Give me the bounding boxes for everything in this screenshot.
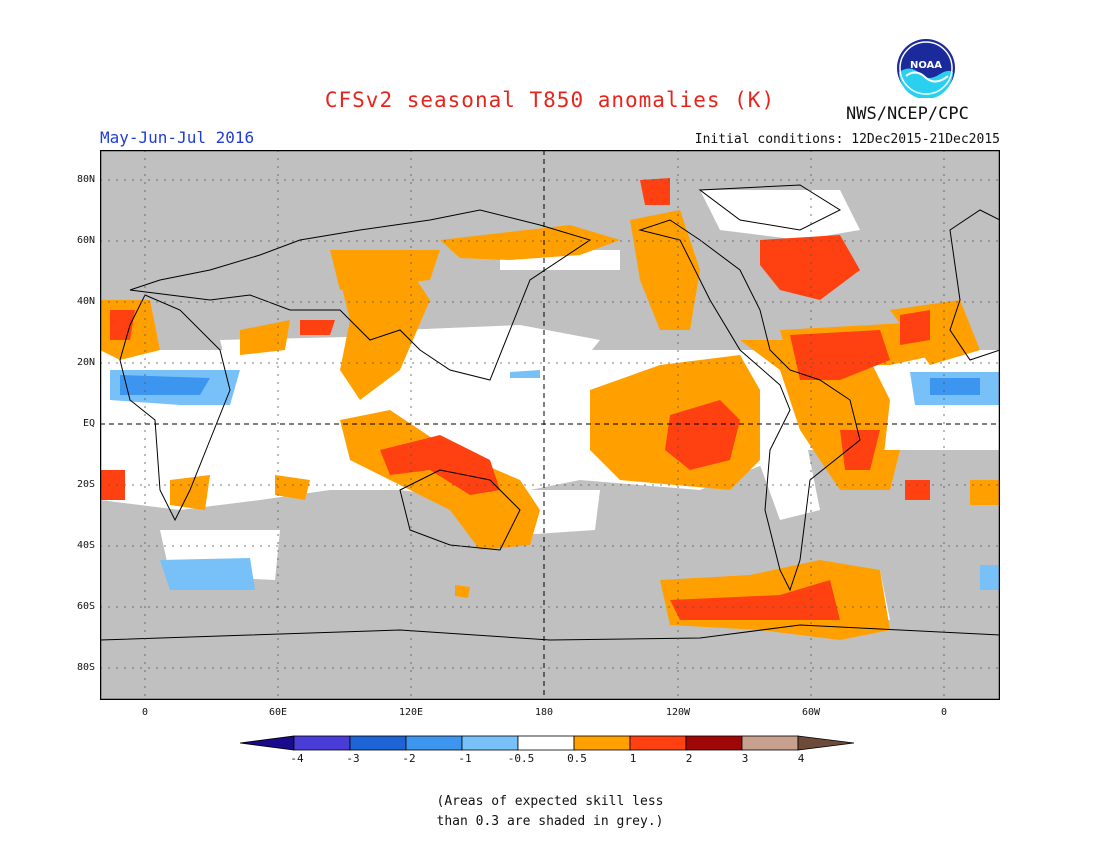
equator-dateline (100, 150, 1000, 700)
lat-label: 40S (76, 540, 95, 551)
logo-text: NOAA (910, 60, 942, 71)
lon-label: 0 (940, 707, 948, 718)
colorbar-label: -2 (402, 752, 416, 765)
colorbar-cell (741, 735, 799, 751)
colorbar-cell (461, 735, 519, 751)
lat-label: EQ (82, 418, 95, 429)
lon-label: 120E (398, 707, 424, 718)
colorbar (240, 735, 855, 751)
lon-label: 60W (801, 707, 821, 718)
agency-label: NWS/NCEP/CPC (846, 104, 969, 124)
colorbar-cell (517, 735, 575, 751)
lat-label: 40N (76, 296, 95, 307)
lat-label: 20N (76, 357, 95, 368)
lon-label: 0 (141, 707, 149, 718)
lat-label: 20S (76, 479, 95, 490)
coastlines (100, 184, 1000, 641)
colorbar-cell (293, 735, 351, 751)
colorbar-label: 2 (685, 752, 693, 765)
map-frame (100, 150, 1000, 700)
colorbar-cell (405, 735, 463, 751)
lon-label: 180 (534, 707, 554, 718)
colorbar-label: -4 (290, 752, 304, 765)
lon-label: 60E (268, 707, 288, 718)
initial-conditions-label: Initial conditions: 12Dec2015-21Dec2015 (694, 132, 1000, 147)
lat-label: 80S (76, 662, 95, 673)
footnote-line1: (Areas of expected skill less (436, 794, 664, 809)
colorbar-cell (573, 735, 631, 751)
lat-label: 60N (76, 235, 95, 246)
colorbar-cell (685, 735, 743, 751)
colorbar-label: -1 (458, 752, 472, 765)
season-label: May-Jun-Jul 2016 (100, 128, 255, 147)
footnote-line2: than 0.3 are shaded in grey.) (436, 814, 664, 829)
colorbar-cell (629, 735, 687, 751)
skill-footnote: (Areas of expected skill less than 0.3 a… (0, 792, 1100, 832)
lon-label: 120W (665, 707, 691, 718)
lat-label: 60S (76, 601, 95, 612)
colorbar-label: 3 (741, 752, 749, 765)
colorbar-label: -0.5 (507, 752, 535, 765)
colorbar-label: 0.5 (567, 752, 587, 765)
colorbar-label: -3 (346, 752, 360, 765)
map-title: CFSv2 seasonal T850 anomalies (K) (324, 88, 776, 112)
anomaly-warm2-regions (100, 178, 930, 620)
graticule (100, 150, 1000, 700)
colorbar-cell (240, 735, 295, 751)
colorbar-cell (797, 735, 855, 751)
colorbar-cell (349, 735, 407, 751)
anomaly-map (100, 150, 1000, 700)
colorbar-label: 1 (629, 752, 637, 765)
lat-label: 80N (76, 174, 95, 185)
anomaly-cool-regions (110, 370, 1000, 590)
noaa-logo-icon: NOAA (897, 39, 955, 98)
colorbar-label: 4 (797, 752, 805, 765)
